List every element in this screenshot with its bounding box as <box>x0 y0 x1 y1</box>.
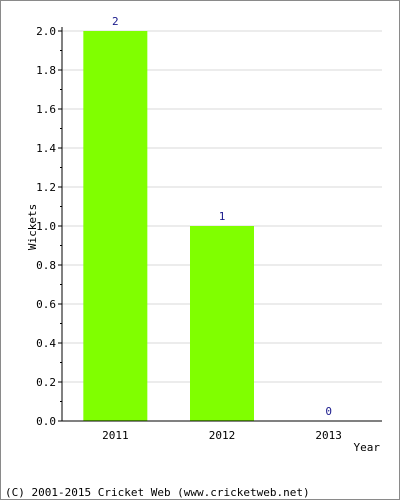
y-tick-label: 1.0 <box>36 220 56 233</box>
axes <box>58 27 382 422</box>
y-tick-label: 1.4 <box>36 142 56 155</box>
y-tick-label: 0.2 <box>36 376 56 389</box>
y-tick-label: 0.8 <box>36 259 56 272</box>
bar-value-label: 0 <box>325 405 332 418</box>
y-tick-label: 1.6 <box>36 103 56 116</box>
y-axis-title: Wickets <box>26 204 39 250</box>
bar-value-label: 1 <box>219 210 226 223</box>
bars <box>83 31 254 421</box>
y-tick-label: 0.4 <box>36 337 56 350</box>
y-tick-label: 1.2 <box>36 181 56 194</box>
bar <box>190 226 254 421</box>
y-tick-label: 2.0 <box>36 25 56 38</box>
copyright-footer: (C) 2001-2015 Cricket Web (www.cricketwe… <box>5 486 310 499</box>
bar <box>83 31 148 421</box>
x-tick-label: 2013 <box>315 429 342 442</box>
labels: 0.0 0.2 0.4 0.6 0.8 1.0 1.2 1.4 1.6 1.8 2.0 2 2011 1 2… <box>36 15 342 442</box>
y-tick-label: 0.0 <box>36 415 56 428</box>
y-tick-label: 0.6 <box>36 298 56 311</box>
bar-value-label: 2 <box>112 15 119 28</box>
x-tick-label: 2011 <box>102 429 129 442</box>
x-axis-title: Year <box>354 441 381 454</box>
y-tick-label: 1.8 <box>36 64 56 77</box>
x-tick-label: 2012 <box>209 429 236 442</box>
